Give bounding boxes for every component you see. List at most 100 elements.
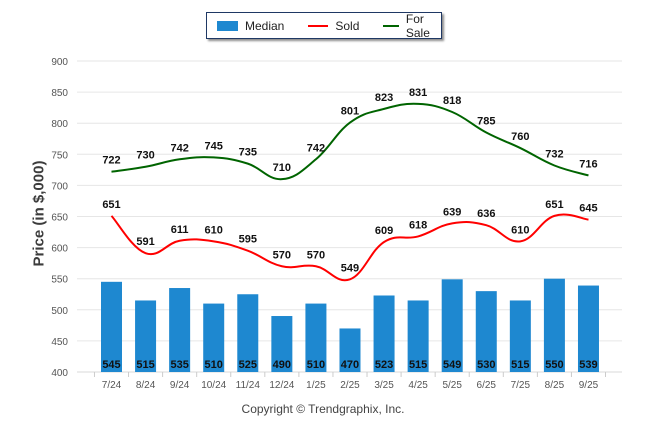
legend-item-for-sale[interactable]: For Sale	[383, 12, 441, 40]
bar-median	[169, 288, 191, 372]
data-label-sold: 611	[171, 224, 189, 236]
data-label-for-sale: 742	[307, 142, 325, 154]
x-tick-label: 5/25	[442, 380, 462, 391]
data-label-sold: 651	[545, 199, 563, 211]
data-label-median: 515	[409, 359, 427, 371]
data-label-sold: 636	[477, 208, 495, 220]
data-label-for-sale: 722	[102, 155, 120, 167]
x-tick-label: 10/24	[201, 380, 226, 391]
y-tick-label: 900	[51, 57, 68, 68]
bar-median	[135, 300, 157, 372]
x-tick-label: 7/25	[511, 380, 531, 391]
data-label-for-sale: 745	[205, 140, 223, 152]
x-tick-label: 3/25	[374, 380, 394, 391]
data-label-for-sale: 831	[409, 87, 427, 99]
data-label-sold: 618	[409, 219, 427, 231]
line-sold	[110, 213, 589, 282]
data-label-median: 490	[273, 359, 291, 371]
data-label-for-sale: 735	[239, 147, 257, 159]
data-label-median: 470	[341, 359, 359, 371]
line-series	[110, 102, 589, 282]
x-axis-ticks: 7/24 8/24 9/24 10/24 11/24 12/24 1/25 2/25 3/25 4…	[93, 372, 607, 391]
data-label-median: 535	[170, 359, 188, 371]
data-label-for-sale: 730	[136, 150, 154, 162]
legend-swatch-median	[217, 20, 238, 31]
data-label-median: 515	[511, 359, 529, 371]
data-label-sold: 609	[375, 225, 393, 237]
data-label-sold: 639	[443, 206, 461, 218]
legend-label-sold: Sold	[335, 18, 360, 33]
data-label-for-sale: 742	[170, 142, 188, 154]
line-for-sale	[111, 102, 589, 181]
bar-median	[237, 294, 259, 372]
y-tick-label: 600	[51, 244, 68, 255]
data-label-for-sale: 818	[443, 95, 461, 107]
y-tick-label: 450	[51, 337, 68, 348]
bar-median	[407, 300, 429, 372]
y-tick-label: 750	[51, 150, 68, 161]
bar-median	[339, 328, 361, 372]
data-label-median: 530	[477, 359, 495, 371]
data-label-median: 545	[102, 359, 120, 371]
data-label-sold: 645	[579, 203, 597, 215]
data-label-sold: 595	[239, 234, 257, 246]
data-label-for-sale: 732	[545, 148, 563, 160]
y-tick-label: 850	[51, 88, 68, 99]
data-label-median: 549	[443, 359, 461, 371]
data-label-median: 510	[307, 359, 325, 371]
copyright-text: Copyright © Trendgraphix, Inc.	[241, 402, 405, 416]
legend: Median Sold For Sale	[206, 12, 442, 40]
data-label-sold: 610	[205, 224, 223, 236]
legend-label-for-sale: For Sale	[405, 11, 430, 40]
bar-median	[577, 285, 599, 372]
legend-swatch-sold	[308, 24, 329, 27]
legend-swatch-for-sale	[383, 24, 399, 27]
x-tick-label: 1/25	[306, 380, 326, 391]
legend-label-median: Median	[245, 18, 285, 33]
data-label-median: 550	[545, 359, 563, 371]
y-tick-label: 500	[51, 306, 68, 317]
bar-median	[203, 303, 225, 372]
y-axis-label: Price (in $,000)	[30, 160, 48, 267]
bar-median	[373, 295, 395, 372]
x-tick-label: 12/24	[269, 380, 294, 391]
data-label-sold: 651	[102, 199, 120, 211]
data-label-sold: 570	[307, 249, 325, 261]
y-tick-label: 400	[51, 368, 68, 379]
legend-item-sold[interactable]: Sold	[308, 19, 359, 33]
y-tick-label: 800	[51, 119, 68, 130]
bar-median	[441, 279, 463, 372]
legend-item-median[interactable]: Median	[217, 19, 284, 33]
bar-median	[271, 316, 293, 372]
data-label-median: 525	[239, 359, 257, 371]
data-label-for-sale: 716	[579, 158, 597, 170]
data-label-median: 539	[579, 359, 597, 371]
x-tick-label: 4/25	[408, 380, 428, 391]
data-label-median: 515	[136, 359, 154, 371]
data-labels: 545 515 535 510 525 490 510 470 523 515 549 530 515 5…	[102, 87, 597, 371]
y-tick-label: 700	[51, 181, 68, 192]
data-label-sold: 549	[341, 262, 359, 274]
x-tick-label: 8/24	[136, 380, 156, 391]
y-tick-label: 650	[51, 213, 68, 224]
median-bars	[101, 278, 599, 372]
data-label-for-sale: 785	[477, 116, 495, 128]
bar-median	[305, 303, 327, 372]
data-label-median: 510	[205, 359, 223, 371]
x-tick-label: 2/25	[340, 380, 360, 391]
x-tick-label: 8/25	[545, 380, 565, 391]
bar-median	[101, 281, 122, 372]
x-tick-label: 9/24	[170, 380, 190, 391]
y-axis-ticks: 400 450 500 550 600 650 700 750 800 850 900	[51, 57, 68, 379]
x-tick-label: 7/24	[102, 380, 122, 391]
bar-median	[475, 291, 497, 372]
bar-median	[509, 300, 531, 372]
data-label-for-sale: 801	[341, 106, 359, 118]
x-tick-label: 11/24	[236, 380, 261, 391]
data-label-sold: 610	[511, 224, 529, 236]
data-label-sold: 570	[273, 249, 291, 261]
y-tick-label: 550	[51, 275, 68, 286]
data-label-sold: 591	[136, 236, 154, 248]
data-label-for-sale: 823	[375, 92, 393, 104]
